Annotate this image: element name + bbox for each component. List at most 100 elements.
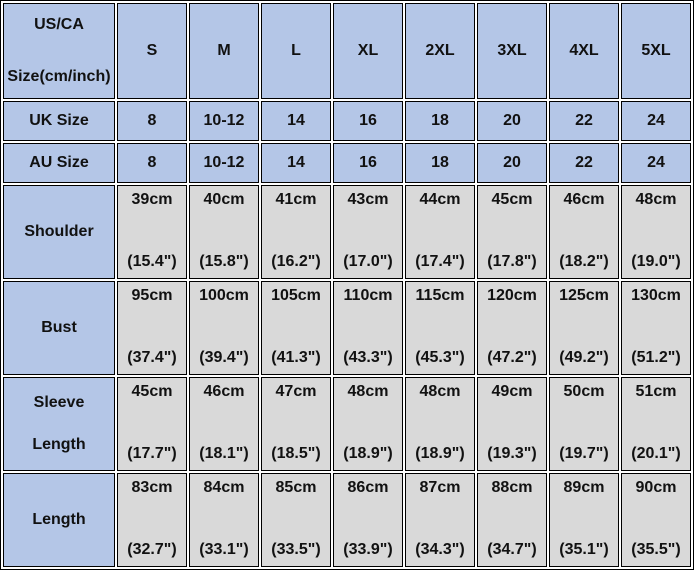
measurement-cell: 83cm (32.7") — [117, 473, 187, 567]
inch-value: (34.7") — [487, 541, 537, 558]
inch-value: (20.1") — [631, 445, 681, 462]
inch-value: (18.5") — [271, 445, 321, 462]
inch-value: (18.2") — [559, 253, 609, 270]
inch-value: (17.4") — [415, 253, 465, 270]
measurement-cell: 115cm (45.3") — [405, 281, 475, 375]
measurement-cell: 48cm (19.0") — [621, 185, 691, 279]
row-label-cell: Sleeve Length — [3, 377, 115, 471]
measurement-cell: 47cm (18.5") — [261, 377, 331, 471]
size-value: 10-12 — [189, 143, 259, 183]
inch-value: (43.3") — [343, 349, 393, 366]
inch-value: (33.9") — [343, 541, 393, 558]
measurement-cell: 105cm (41.3") — [261, 281, 331, 375]
measurement-cell: 45cm (17.8") — [477, 185, 547, 279]
size-value: 16 — [333, 101, 403, 141]
measurement-cell: 84cm (33.1") — [189, 473, 259, 567]
measurement-cell: 90cm (35.5") — [621, 473, 691, 567]
inch-value: (15.8") — [199, 253, 249, 270]
size-header: S — [117, 3, 187, 99]
cm-value: 86cm — [347, 479, 389, 496]
cm-value: 88cm — [491, 479, 533, 496]
row-label-cell: Shoulder — [3, 185, 115, 279]
inch-value: (41.3") — [271, 349, 321, 366]
measurement-row: Length 83cm (32.7") 84cm (33.1") 85cm (33.5") 8… — [3, 473, 691, 567]
row-label-cell: Length — [3, 473, 115, 567]
cm-value: 51cm — [635, 383, 677, 400]
cm-value: 115cm — [415, 287, 465, 304]
measurement-cell: 45cm (17.7") — [117, 377, 187, 471]
size-header: 3XL — [477, 3, 547, 99]
inch-value: (17.0") — [343, 253, 393, 270]
row-label: Bust — [41, 319, 77, 336]
size-value: 20 — [477, 143, 547, 183]
measurement-cell: 48cm (18.9") — [333, 377, 403, 471]
row-label: Length — [32, 511, 86, 528]
inch-value: (45.3") — [415, 349, 465, 366]
size-value: 18 — [405, 101, 475, 141]
cm-value: 130cm — [631, 287, 681, 304]
header-label: Size(cm/inch) — [7, 68, 111, 85]
measurement-cell: 51cm (20.1") — [621, 377, 691, 471]
measurement-cell: 88cm (34.7") — [477, 473, 547, 567]
inch-value: (47.2") — [487, 349, 537, 366]
inch-value: (16.2") — [271, 253, 321, 270]
cm-value: 46cm — [563, 191, 605, 208]
measurement-cell: 89cm (35.1") — [549, 473, 619, 567]
size-value: 8 — [117, 143, 187, 183]
inch-value: (15.4") — [127, 253, 177, 270]
size-header: 2XL — [405, 3, 475, 99]
size-header: 5XL — [621, 3, 691, 99]
inch-value: (33.5") — [271, 541, 321, 558]
row-label-cell: Bust — [3, 281, 115, 375]
measurement-cell: 100cm (39.4") — [189, 281, 259, 375]
size-header: XL — [333, 3, 403, 99]
size-header: 4XL — [549, 3, 619, 99]
row-label: UK Size — [3, 101, 115, 141]
size-value: 8 — [117, 101, 187, 141]
cm-value: 45cm — [131, 383, 173, 400]
cm-value: 44cm — [419, 191, 461, 208]
size-value: 22 — [549, 101, 619, 141]
size-value: 10-12 — [189, 101, 259, 141]
cm-value: 39cm — [131, 191, 173, 208]
row-label: Shoulder — [24, 223, 94, 240]
measurement-cell: 48cm (18.9") — [405, 377, 475, 471]
cm-value: 110cm — [343, 287, 393, 304]
measurement-cell: 39cm (15.4") — [117, 185, 187, 279]
cm-value: 49cm — [491, 383, 533, 400]
inch-value: (37.4") — [127, 349, 177, 366]
measurement-cell: 46cm (18.2") — [549, 185, 619, 279]
size-row: AU Size 8 10-12 14 16 18 20 22 24 — [3, 143, 691, 183]
cm-value: 85cm — [275, 479, 317, 496]
size-value: 20 — [477, 101, 547, 141]
measurement-cell: 120cm (47.2") — [477, 281, 547, 375]
inch-value: (17.7") — [127, 445, 177, 462]
inch-value: (34.3") — [415, 541, 465, 558]
measurement-row: Shoulder 39cm (15.4") 40cm (15.8") 41cm (16.2"… — [3, 185, 691, 279]
measurement-cell: 40cm (15.8") — [189, 185, 259, 279]
cm-value: 105cm — [271, 287, 321, 304]
inch-value: (18.1") — [199, 445, 249, 462]
row-label: Length — [32, 436, 86, 453]
cm-value: 90cm — [635, 479, 677, 496]
cm-value: 87cm — [419, 479, 461, 496]
inch-value: (18.9") — [343, 445, 393, 462]
cm-value: 84cm — [203, 479, 245, 496]
cm-value: 40cm — [203, 191, 245, 208]
measurement-cell: 95cm (37.4") — [117, 281, 187, 375]
inch-value: (19.3") — [487, 445, 537, 462]
inch-value: (35.5") — [631, 541, 681, 558]
cm-value: 48cm — [635, 191, 677, 208]
measurement-row: Sleeve Length 45cm (17.7") 46cm (18.1") 47cm (1… — [3, 377, 691, 471]
cm-value: 125cm — [559, 287, 609, 304]
inch-value: (19.0") — [631, 253, 681, 270]
cm-value: 83cm — [131, 479, 173, 496]
measurement-cell: 125cm (49.2") — [549, 281, 619, 375]
row-label: AU Size — [3, 143, 115, 183]
measurement-cell: 130cm (51.2") — [621, 281, 691, 375]
header-label-cell: US/CA Size(cm/inch) — [3, 3, 115, 99]
inch-value: (18.9") — [415, 445, 465, 462]
measurement-cell: 87cm (34.3") — [405, 473, 475, 567]
size-value: 24 — [621, 101, 691, 141]
cm-value: 41cm — [275, 191, 317, 208]
